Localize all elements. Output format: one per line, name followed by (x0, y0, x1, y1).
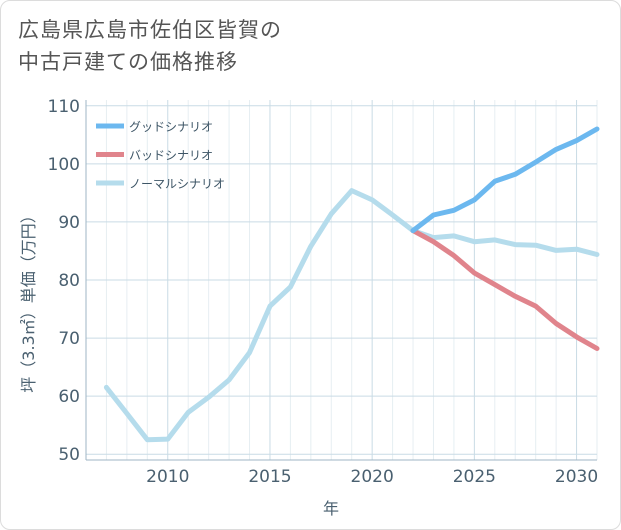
good-scenario-line (410, 126, 600, 234)
legend-bad-label: バッドシナリオ (129, 149, 213, 163)
tick-labels: 50 60 70 80 90 100 110 2010 2015 2020 2025 2030 (48, 97, 599, 487)
y-tick-label: 60 (58, 387, 80, 407)
chart-title-line-2: 中古戸建ての価格推移 (18, 50, 238, 74)
y-tick-label: 70 (58, 329, 80, 349)
y-tick-label: 80 (58, 271, 80, 291)
x-tick-label: 2010 (146, 467, 189, 487)
series-lines (103, 126, 600, 443)
chart-title-line-1: 広島県広島市佐伯区皆賀の (18, 18, 282, 42)
x-tick-label: 2030 (555, 467, 598, 487)
normal-scenario-line (103, 188, 600, 443)
axes (85, 100, 597, 461)
x-axis-label: 年 (323, 499, 339, 518)
x-tick-label: 2015 (248, 467, 291, 487)
legend-normal-label: ノーマルシナリオ (129, 177, 225, 191)
x-tick-label: 2020 (351, 467, 394, 487)
y-tick-label: 90 (58, 213, 80, 233)
chart-title: 広島県広島市佐伯区皆賀の 中古戸建ての価格推移 (18, 14, 282, 78)
y-axis-label: 坪（3.3㎡）単価（万円） (19, 207, 38, 392)
y-tick-label: 110 (48, 97, 80, 117)
legend-good-label: グッドシナリオ (129, 120, 213, 134)
y-tick-label: 50 (58, 445, 80, 465)
bad-scenario-line (410, 228, 600, 351)
x-tick-label: 2025 (453, 467, 496, 487)
y-tick-label: 100 (48, 155, 80, 175)
